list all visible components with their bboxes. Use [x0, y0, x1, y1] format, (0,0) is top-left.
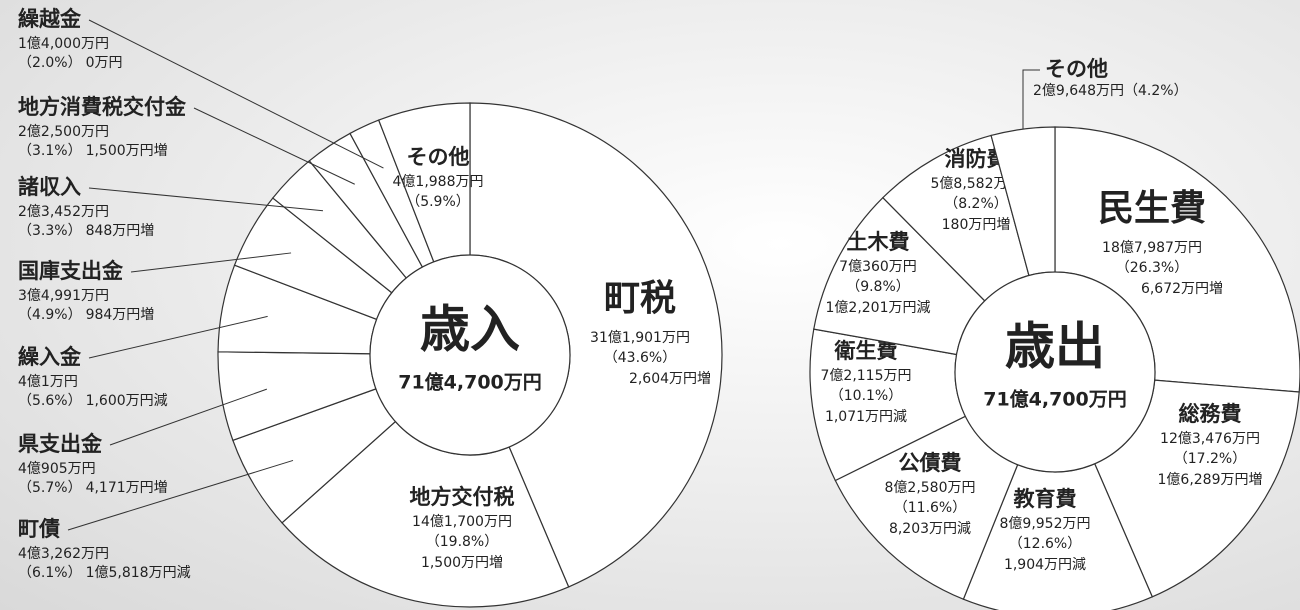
amount: 8億9,952万円: [1000, 516, 1091, 532]
slice-name: その他: [1045, 57, 1108, 81]
percent-label: （6.1%）: [18, 565, 82, 581]
percent-label: （2.0%）: [18, 55, 82, 71]
change: 4,171万円増: [86, 480, 168, 496]
percent-label: （19.8%）: [426, 534, 498, 550]
percent-label: （4.9%）: [18, 307, 82, 323]
change: 848万円増: [86, 223, 155, 239]
percent-label: （3.3%）: [18, 223, 82, 239]
percent-label: （43.6%）: [604, 350, 676, 366]
percent-label: （5.6%）: [18, 393, 82, 409]
change: 1,500万円増: [421, 555, 503, 571]
percent-label: （10.1%）: [830, 388, 902, 404]
amount: 8億2,580万円: [885, 480, 976, 496]
amount: 2億3,452万円: [18, 204, 109, 220]
percent-label: （26.3%）: [1116, 260, 1188, 276]
amount: 4億3,262万円: [18, 546, 109, 562]
center-total: 71億4,700万円: [398, 371, 542, 394]
slice-name: その他: [407, 145, 470, 169]
change: 8,203万円減: [889, 520, 971, 537]
change: 1,904万円減: [1004, 556, 1086, 573]
change: 1億2,201万円減: [826, 299, 931, 316]
percent-label: （17.2%）: [1174, 451, 1246, 467]
percent-label: （4.2%）: [1124, 83, 1188, 99]
slice-name: 町税: [604, 278, 676, 319]
slice-name: 繰越金: [18, 7, 82, 31]
slice-name: 民生費: [1098, 188, 1206, 229]
change: 180万円増: [942, 217, 1011, 233]
slice-detail: （5.7%）4,171万円増: [18, 480, 168, 496]
slice-name: 総務費: [1179, 402, 1242, 426]
change: 1,071万円減: [825, 408, 907, 425]
amount: 4億1万円: [18, 374, 78, 390]
amount: 4億1,988万円: [393, 174, 484, 190]
slice-name: 国庫支出金: [18, 259, 124, 283]
change: 984万円増: [86, 307, 155, 323]
change: 1億5,818万円減: [86, 564, 191, 581]
slice-detail: 2億9,648万円（4.2%）: [1033, 83, 1188, 99]
amount: 2億2,500万円: [18, 124, 109, 140]
center-total: 71億4,700万円: [983, 388, 1127, 411]
percent-label: （9.8%）: [846, 279, 910, 295]
slice-detail: （4.9%）984万円増: [18, 307, 154, 323]
slice-detail: （2.0%）0万円: [18, 55, 123, 71]
slice-name: 教育費: [1014, 487, 1077, 511]
amount: 18億7,987万円: [1102, 240, 1202, 256]
change: 0万円: [86, 55, 123, 71]
amount: 2億9,648万円: [1033, 83, 1124, 99]
amount: 7億360万円: [839, 259, 917, 275]
amount: 14億1,700万円: [412, 514, 512, 530]
slice-name: 公債費: [899, 451, 962, 475]
amount: 31億1,901万円: [590, 330, 690, 346]
amount: 4億905万円: [18, 461, 96, 477]
slice-name: 諸収入: [18, 175, 81, 199]
change: 1,500万円増: [86, 143, 168, 159]
slice-name: 地方消費税交付金: [18, 95, 187, 119]
page: {"chart_data": [ {"type": "pie", "title"…: [0, 0, 1300, 610]
amount: 1億4,000万円: [18, 36, 109, 52]
percent-label: （11.6%）: [894, 500, 966, 516]
slice-detail: （3.1%）1,500万円増: [18, 143, 168, 159]
center-title: 歳入: [420, 301, 520, 359]
change: 1,600万円減: [86, 392, 168, 409]
slice-name: 地方交付税: [410, 485, 515, 509]
percent-label: （5.9%）: [406, 194, 470, 210]
center-title: 歳出: [1005, 318, 1105, 376]
slice-name: 県支出金: [18, 432, 103, 456]
slice-name: 土木費: [847, 230, 910, 254]
percent-label: （8.2%）: [944, 196, 1008, 212]
amount: 3億4,991万円: [18, 288, 109, 304]
slice-name: 町債: [18, 517, 60, 541]
percent-label: （3.1%）: [18, 143, 82, 159]
amount: 12億3,476万円: [1160, 431, 1260, 447]
slice-name: 繰入金: [18, 345, 82, 369]
change: 2,604万円増: [629, 371, 711, 387]
amount: 7億2,115万円: [821, 368, 912, 384]
chart: 町税 31億1,901万円 （43.6%） 2,604万円増地方交付税 14億1,700…: [0, 0, 1300, 610]
change: 1億6,289万円増: [1158, 472, 1263, 488]
slice-detail: （3.3%）848万円増: [18, 223, 154, 239]
change: 6,672万円増: [1141, 281, 1223, 297]
slice-detail: （6.1%）1億5,818万円減: [18, 564, 191, 581]
slice-detail: （5.6%）1,600万円減: [18, 392, 168, 409]
percent-label: （12.6%）: [1009, 536, 1081, 552]
percent-label: （5.7%）: [18, 480, 82, 496]
